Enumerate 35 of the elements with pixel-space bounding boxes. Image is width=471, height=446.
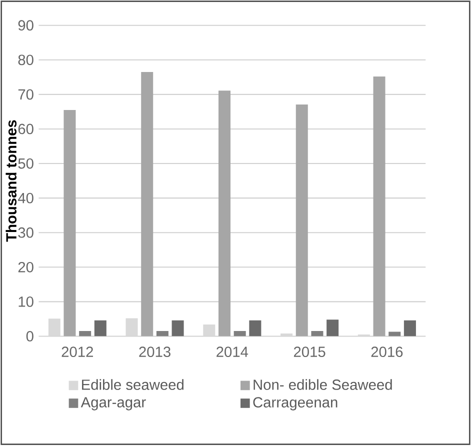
bar xyxy=(404,320,416,336)
x-tick-label: 2013 xyxy=(139,346,170,358)
y-tick-label: 70 xyxy=(18,89,34,100)
bar xyxy=(218,90,230,336)
y-tick-label: 50 xyxy=(18,158,34,169)
bar xyxy=(388,332,401,336)
legend-label: Non- edible Seaweed xyxy=(254,379,392,390)
y-tick-label: 20 xyxy=(18,262,34,273)
bar xyxy=(79,331,92,336)
y-tick-label: 90 xyxy=(18,20,34,31)
bar xyxy=(156,331,168,336)
y-tick-label: 30 xyxy=(18,228,34,238)
y-tick-label: 10 xyxy=(18,296,34,308)
x-tick-label: 2016 xyxy=(371,346,403,358)
y-tick-label: 60 xyxy=(18,124,34,134)
y-axis-title: Thousand tonnes xyxy=(6,120,17,242)
bar xyxy=(141,72,154,336)
legend-label: Carrageenan xyxy=(253,397,338,411)
bar xyxy=(234,331,246,336)
bar xyxy=(311,331,324,336)
x-tick-label: 2012 xyxy=(62,346,93,358)
bar xyxy=(172,320,184,336)
x-tick-label: 2015 xyxy=(294,346,326,358)
y-tick-label: 40 xyxy=(18,193,34,204)
bar xyxy=(296,104,308,336)
bar xyxy=(94,320,106,336)
bar xyxy=(373,76,386,336)
bar xyxy=(249,320,262,336)
legend-label: Edible seaweed xyxy=(82,379,184,390)
bar xyxy=(326,320,339,336)
x-tick-label: 2014 xyxy=(216,346,248,358)
legend-label: Agar-agar xyxy=(80,397,146,410)
y-tick-label: 0 xyxy=(26,331,34,342)
y-tick-label: 80 xyxy=(18,54,34,66)
bar xyxy=(64,110,76,336)
